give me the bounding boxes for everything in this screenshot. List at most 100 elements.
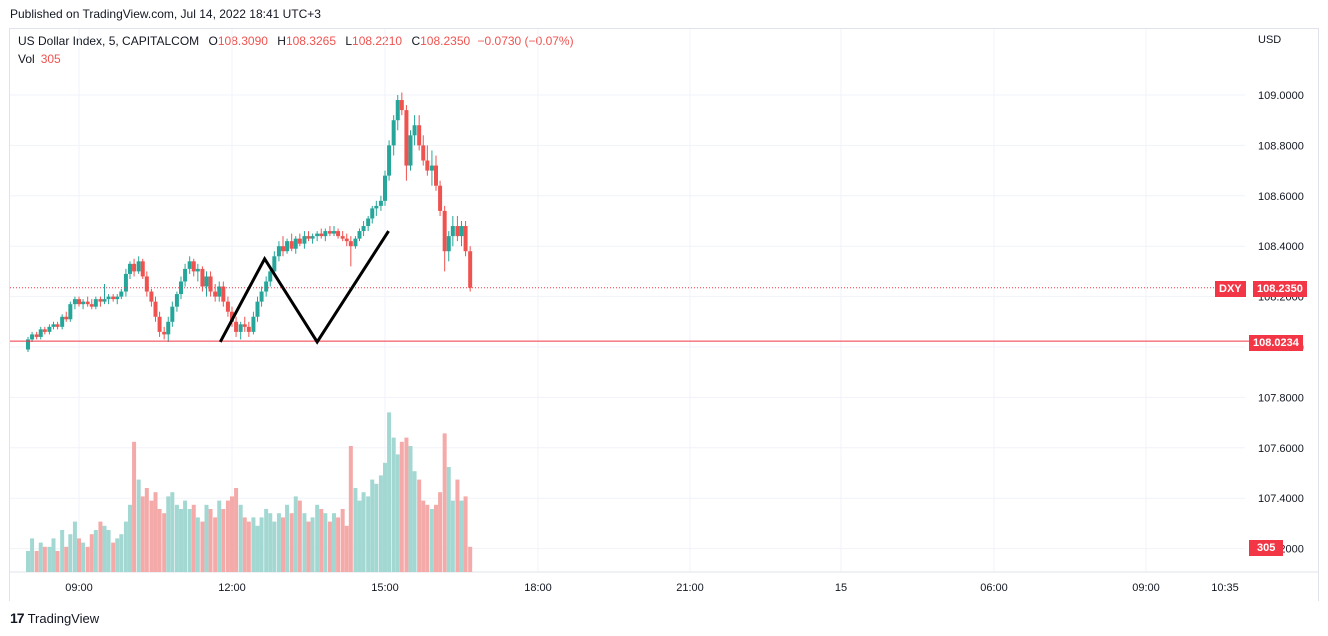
- volume-bar: [310, 517, 315, 572]
- candle-body: [89, 304, 94, 307]
- candle-body: [98, 299, 103, 302]
- candle-body: [170, 306, 175, 322]
- candle-body: [442, 210, 447, 252]
- candle-body: [162, 331, 167, 335]
- candle-body: [332, 231, 336, 234]
- volume-bar: [123, 521, 128, 572]
- candle-body: [246, 326, 251, 332]
- candle-body: [132, 263, 137, 272]
- candle-body: [183, 268, 188, 282]
- footer-brand[interactable]: 17 TradingView: [10, 610, 99, 626]
- legend-low: 108.2210: [352, 34, 403, 48]
- volume-bar: [213, 517, 218, 572]
- candle-body: [153, 301, 158, 317]
- candle-body: [327, 231, 332, 234]
- volume-bar: [132, 441, 137, 572]
- volume-bar: [374, 483, 379, 572]
- candle-body: [217, 286, 222, 297]
- volume-legend-label[interactable]: Vol: [18, 52, 35, 66]
- volume-bar: [259, 517, 264, 572]
- volume-bar: [302, 513, 307, 572]
- volume-bar: [64, 546, 69, 572]
- candle-body: [319, 233, 324, 237]
- volume-legend: Vol 305: [18, 52, 61, 66]
- x-tick-label: 09:00: [1132, 582, 1160, 594]
- volume-bar: [251, 517, 256, 572]
- candle-body: [51, 324, 56, 327]
- tradingview-logo-icon: 17: [10, 610, 25, 626]
- candle-body: [302, 236, 307, 244]
- volume-bar: [446, 467, 451, 572]
- candle-body: [208, 276, 213, 292]
- volume-tag: 305: [1249, 540, 1284, 556]
- legend-low-label: L: [345, 34, 353, 48]
- candle-body: [255, 301, 260, 317]
- candle-body: [387, 145, 392, 176]
- candle-body: [412, 125, 417, 136]
- volume-bar: [378, 475, 383, 572]
- candle-body: [230, 311, 234, 322]
- candle-body: [234, 321, 239, 332]
- volume-bar: [264, 509, 269, 572]
- y-tick-label: 108.8000: [1258, 140, 1304, 152]
- candle-body: [450, 226, 455, 237]
- candle-body: [238, 324, 243, 332]
- volume-bar: [221, 509, 226, 572]
- volume-bar: [327, 521, 332, 572]
- volume-bar: [72, 521, 77, 572]
- volume-bar: [42, 546, 47, 572]
- volume-bar: [85, 546, 90, 572]
- candle-body: [136, 261, 141, 272]
- volume-bar: [281, 517, 285, 572]
- candle-body: [200, 268, 205, 287]
- legend-symbol[interactable]: US Dollar Index, 5, CAPITALCOM: [18, 34, 200, 48]
- candle-body: [106, 296, 111, 300]
- volume-bar: [404, 437, 409, 572]
- candle-body: [64, 316, 69, 320]
- volume-bar: [26, 551, 30, 572]
- legend-open: 108.3090: [217, 34, 268, 48]
- candle-body: [383, 175, 387, 201]
- candle-body: [455, 226, 460, 237]
- candle-body: [42, 329, 47, 332]
- candle-body: [140, 261, 145, 277]
- candle-body: [157, 316, 162, 332]
- candle-body: [128, 263, 132, 274]
- volume-bar: [115, 538, 120, 572]
- candle-body: [446, 236, 451, 252]
- candle-body: [378, 200, 383, 206]
- candle-body: [348, 241, 353, 247]
- candle-body: [463, 226, 468, 252]
- volume-bar: [98, 521, 103, 572]
- volume-bar: [170, 492, 175, 572]
- candle-body: [72, 299, 77, 305]
- y-tick-label: 109.0000: [1258, 90, 1304, 102]
- candle-body: [60, 316, 65, 327]
- volume-bar: [357, 500, 362, 572]
- last-price-tag: 108.2350: [1253, 281, 1307, 297]
- volume-bar: [93, 530, 98, 572]
- candle-body: [353, 238, 358, 247]
- volume-bar: [106, 530, 111, 572]
- volume-bar: [438, 492, 443, 572]
- volume-bar: [166, 496, 171, 572]
- volume-bar: [391, 437, 396, 572]
- chart-frame: [9, 28, 1319, 601]
- volume-bar: [319, 509, 324, 572]
- candle-body: [370, 208, 375, 219]
- candle-body: [289, 241, 294, 249]
- volume-bar: [144, 488, 149, 572]
- y-tick-label: 107.6000: [1258, 443, 1304, 455]
- volume-bar: [463, 496, 468, 572]
- currency-label[interactable]: USD: [1258, 34, 1282, 46]
- candle-body: [119, 291, 124, 297]
- candle-body: [30, 334, 35, 340]
- volume-bar: [242, 517, 247, 572]
- candle-body: [421, 145, 426, 161]
- candle-body: [221, 286, 226, 302]
- volume-bar: [149, 500, 154, 572]
- symbol-tag-label: DXY: [1219, 283, 1242, 295]
- volume-bar: [383, 462, 387, 572]
- brand-name: TradingView: [27, 610, 100, 626]
